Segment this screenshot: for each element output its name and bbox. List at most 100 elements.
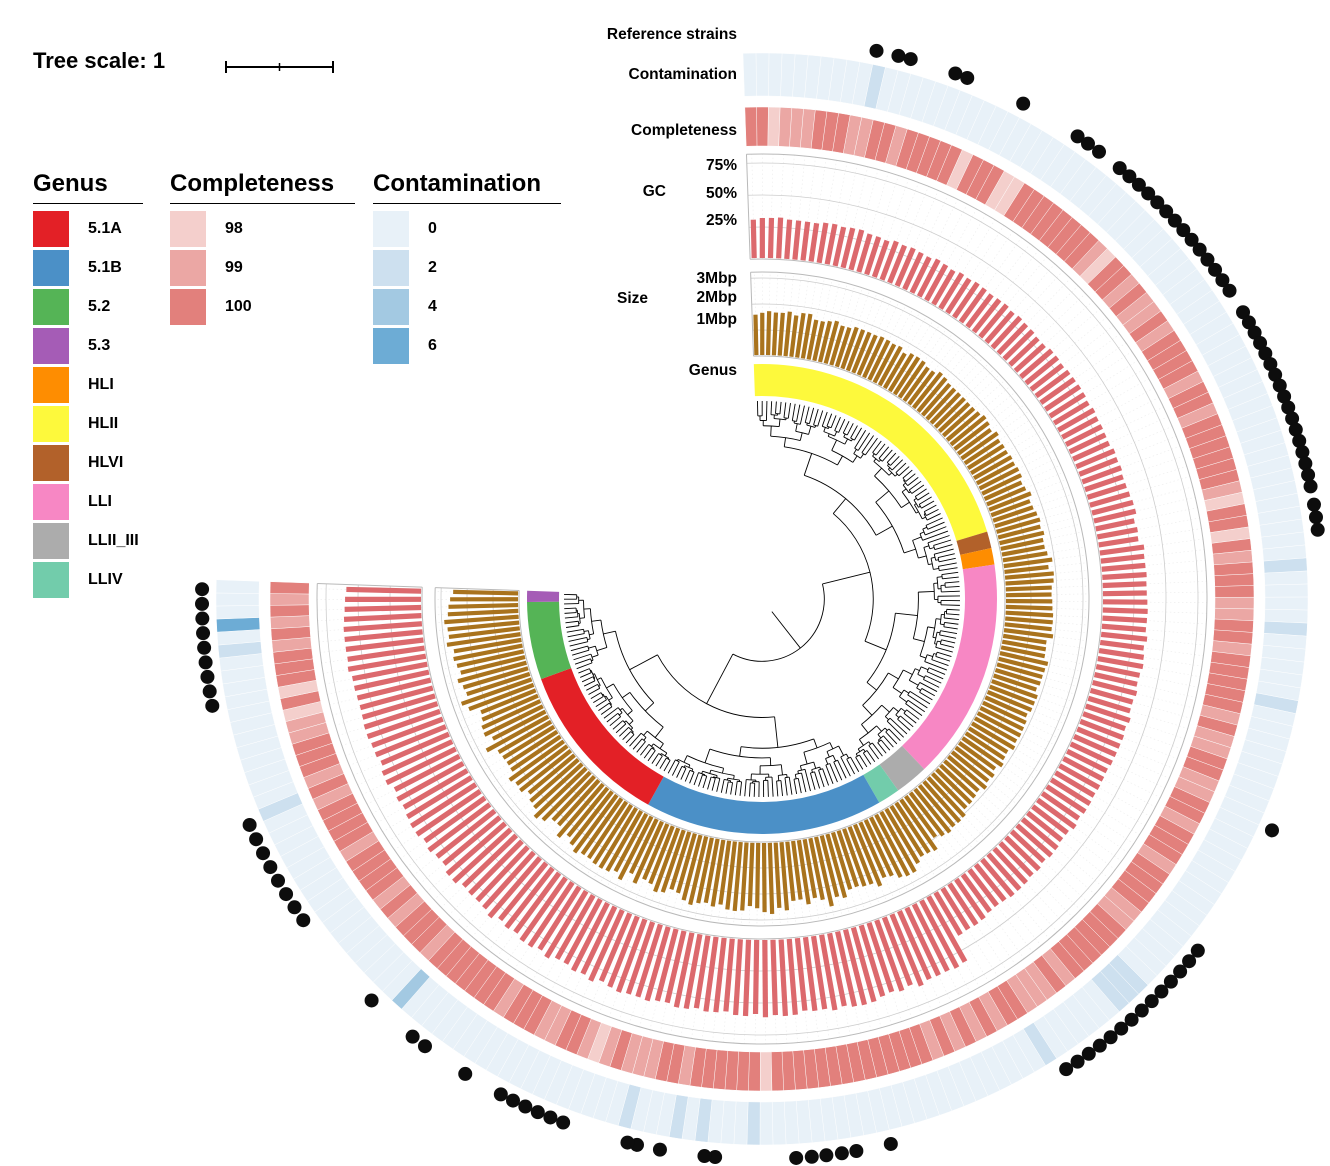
gc-tick-25: 25% xyxy=(705,212,737,229)
genus-legend-item-HLII: HLII xyxy=(33,406,233,442)
reference-strain-dot xyxy=(804,1149,819,1164)
reference-strain-dot xyxy=(543,1110,558,1125)
reference-strain-dot xyxy=(256,846,271,861)
reference-strain-dot xyxy=(1258,346,1273,361)
genus-legend-item-LLII_III: LLII_III xyxy=(33,523,233,559)
reference-strain-dot xyxy=(903,52,918,67)
ring-label-completeness: Completeness xyxy=(631,122,737,139)
reference-strain-dot xyxy=(1103,1030,1118,1045)
contamination-legend-swatch-6 xyxy=(373,328,409,364)
tree-scale-label: Tree scale: 1 xyxy=(33,48,166,73)
completeness-legend-item-99: 99 xyxy=(170,250,370,286)
reference-strain-dot xyxy=(196,626,211,641)
completeness-legend-item-100: 100 xyxy=(170,289,370,325)
genus-legend-item-HLVI: HLVI xyxy=(33,445,233,481)
contamination-legend-title: Contamination xyxy=(373,170,561,204)
reference-strain-dot xyxy=(202,684,217,699)
contamination-legend-item-2: 2 xyxy=(373,250,573,286)
reference-strain-dot xyxy=(819,1148,834,1163)
tree-scale-bar xyxy=(225,61,334,73)
genus-legend-label: 5.1A xyxy=(88,220,122,237)
genus-legend-swatch-HLI xyxy=(33,367,69,403)
genus-legend-swatch-HLVI xyxy=(33,445,69,481)
genus-legend-swatch-5.2 xyxy=(33,289,69,325)
reference-strain-dot xyxy=(1192,242,1207,257)
reference-strain-dot xyxy=(834,1146,849,1161)
contamination-legend-item-0: 0 xyxy=(373,211,573,247)
genus-legend-swatch-HLII xyxy=(33,406,69,442)
gc-tick-75: 75% xyxy=(705,157,737,174)
reference-strain-dot xyxy=(1268,367,1283,382)
genus-legend-label: LLII_III xyxy=(88,532,139,549)
genus-legend-item-HLI: HLI xyxy=(33,367,233,403)
reference-strain-dot xyxy=(556,1115,571,1130)
reference-strain-dot xyxy=(1285,411,1300,426)
reference-strain-dot xyxy=(198,655,213,670)
reference-strain-dot xyxy=(195,596,210,611)
size-tick-2mbp: 2Mbp xyxy=(696,289,737,306)
reference-strain-dot xyxy=(1277,389,1292,404)
genus-legend-title: Genus xyxy=(33,170,143,204)
reference-strain-dot xyxy=(1288,422,1303,437)
contamination-legend: Contamination 0 2 4 6 xyxy=(373,170,573,367)
genus-legend-label: LLI xyxy=(88,493,112,510)
contamination-legend-item-6: 6 xyxy=(373,328,573,364)
reference-strain-dot xyxy=(1131,177,1146,192)
reference-strain-dot xyxy=(249,832,264,847)
reference-strain-dot xyxy=(1092,144,1107,159)
genus-legend-label: HLI xyxy=(88,376,114,393)
ring-label-size: Size xyxy=(616,290,648,307)
completeness-legend-swatch-98 xyxy=(170,211,206,247)
genus-legend-item-LLIV: LLIV xyxy=(33,562,233,598)
genus-legend-swatch-LLIV xyxy=(33,562,69,598)
reference-strain-dot xyxy=(530,1105,545,1120)
genus-legend-swatch-5.3 xyxy=(33,328,69,364)
genus-legend-swatch-5.1A xyxy=(33,211,69,247)
genus-legend-label: 5.1B xyxy=(88,259,122,276)
reference-strain-dot xyxy=(1059,1062,1074,1077)
reference-strain-dot xyxy=(1308,510,1323,525)
reference-strain-dot xyxy=(1141,186,1156,201)
contamination-legend-label: 4 xyxy=(428,298,437,315)
reference-strain-dot xyxy=(1122,169,1137,184)
contamination-legend-swatch-0 xyxy=(373,211,409,247)
reference-strain-dot xyxy=(417,1039,432,1054)
reference-strain-dot xyxy=(1150,195,1165,210)
genus-legend-item-5.1A: 5.1A xyxy=(33,211,233,247)
reference-strain-dot xyxy=(1215,273,1230,288)
size-tick-1mbp: 1Mbp xyxy=(696,311,737,328)
reference-strain-dot xyxy=(1264,823,1279,838)
reference-strain-dot xyxy=(1070,1054,1085,1069)
genus-legend-item-5.1B: 5.1B xyxy=(33,250,233,286)
reference-strain-dot xyxy=(195,611,210,626)
reference-strain-dot xyxy=(1173,964,1188,979)
reference-strain-dot xyxy=(849,1143,864,1158)
reference-strain-dot xyxy=(200,669,215,684)
reference-strain-dot xyxy=(1301,467,1316,482)
genus-legend-label: 5.3 xyxy=(88,337,111,354)
reference-strain-dot xyxy=(869,43,884,58)
genus-legend-items: 5.1A 5.1B 5.2 5.3 HLI HLII HLVI LLI LLII_III LLIV xyxy=(33,211,233,598)
reference-strain-dot xyxy=(652,1142,667,1157)
reference-strain-dot xyxy=(1016,96,1031,111)
ring-label-genus: Genus xyxy=(688,362,737,379)
ring-label-contamination: Contamination xyxy=(628,66,738,83)
reference-strain-dot xyxy=(205,698,220,713)
genus-legend: Genus 5.1A 5.1B 5.2 5.3 HLI HLII HLVI LLI LLII_I… xyxy=(33,170,233,601)
reference-strain-dot xyxy=(1070,129,1085,144)
reference-strain-dot xyxy=(1222,283,1237,298)
reference-strain-dot xyxy=(1298,456,1313,471)
reference-strain-dot xyxy=(883,1136,898,1151)
reference-strain-dot xyxy=(1163,974,1178,989)
reference-strain-dot xyxy=(1190,943,1205,958)
reference-strain-dot xyxy=(1081,1046,1096,1061)
reference-strain-dot xyxy=(1144,994,1159,1009)
reference-strain-dot xyxy=(287,900,302,915)
contamination-legend-item-4: 4 xyxy=(373,289,573,325)
genus-legend-item-5.2: 5.2 xyxy=(33,289,233,325)
reference-strain-dot xyxy=(1112,161,1127,176)
reference-strain-dot xyxy=(1272,378,1287,393)
reference-strain-dot xyxy=(493,1087,508,1102)
reference-strain-dot xyxy=(271,873,286,888)
reference-strain-dot xyxy=(296,913,311,928)
